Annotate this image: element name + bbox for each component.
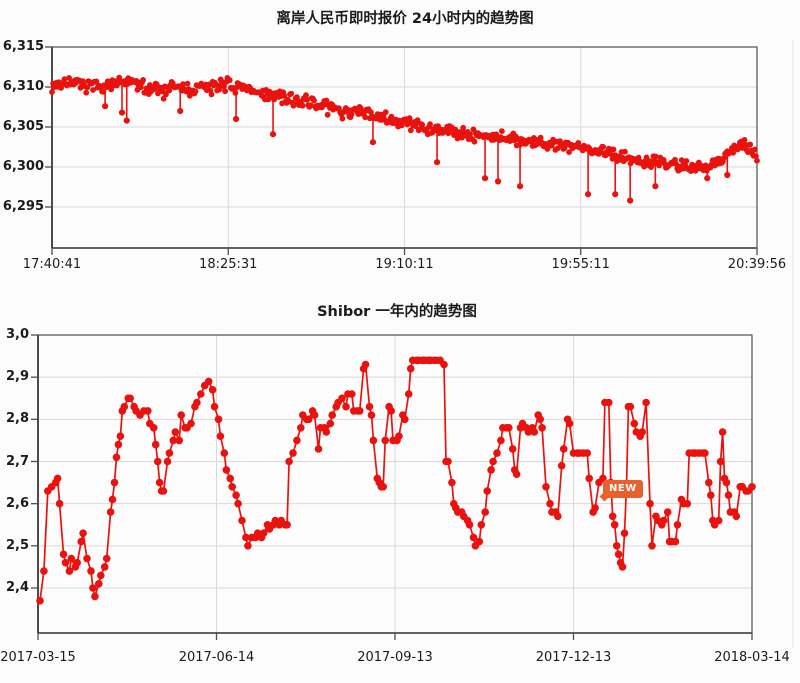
chart2-x-tick-label: 2018-03-14: [714, 650, 790, 665]
chart1-x-tick-label: 20:39:56: [727, 257, 787, 272]
chart1-y-tick-label: 6,305: [2, 119, 44, 134]
chart1-spikes: [101, 82, 731, 204]
chart2-x-tick-label: 2017-09-13: [357, 650, 433, 665]
chart1-points: [49, 74, 760, 175]
chart1-x-tick-label: 19:55:11: [551, 257, 610, 272]
chart2-x-tick-label: 2017-03-15: [0, 650, 76, 665]
chart2-y-tick-label: 2,7: [5, 453, 29, 469]
chart1-title: 离岸人民币即时报价 24小时内的趋势图: [276, 11, 534, 27]
chart-gridlines: [38, 335, 752, 633]
new-badge-label: NEW: [609, 483, 637, 494]
chart-gridlines: [52, 47, 757, 248]
chart1-y-tick-label: 6,300: [2, 159, 44, 174]
chart1-x-tick-label: 18:25:31: [199, 257, 258, 272]
chart2-x-tick-label: 2017-12-13: [535, 650, 612, 665]
chart1-x-tick-label: 17:40:41: [22, 257, 82, 272]
chart2-y-tick-label: 2,9: [5, 369, 29, 385]
chart2-line: [39, 359, 753, 601]
chart2-y-tick-label: 2,8: [5, 411, 29, 427]
chart2-y-tick-label: 2,4: [5, 580, 29, 595]
chart2-y-tick-label: 2,5: [5, 537, 29, 553]
chart1-y-tick-label: 6,310: [2, 79, 44, 94]
chart2-points: [36, 356, 756, 605]
chart1-y-tick-label: 6,315: [2, 39, 44, 54]
chart2-y-tick-label: 3,0: [5, 327, 29, 342]
chart1-y-tick-label: 6,295: [2, 199, 44, 214]
chart-ticks: [45, 46, 758, 255]
chart1-x-tick-label: 19:10:11: [375, 257, 434, 272]
chart2-title: Shibor 一年内的趋势图: [317, 304, 477, 320]
chart2-x-tick-label: 2017-06-14: [178, 650, 255, 665]
chart-ticks: [31, 334, 753, 640]
chart2-y-tick-label: 2,6: [5, 495, 29, 511]
new-badge: NEW: [599, 480, 643, 502]
